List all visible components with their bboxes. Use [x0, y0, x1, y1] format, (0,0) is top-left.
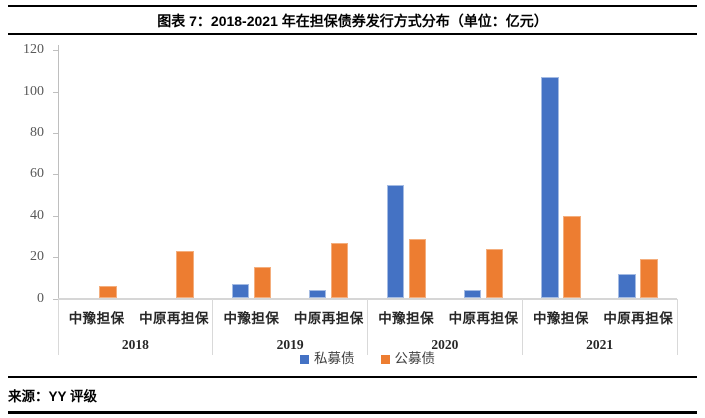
x-axis-year-label: 2020	[431, 337, 459, 352]
bar-私募债-2019-中原再担保	[308, 290, 327, 299]
chart-legend: 私募债 公募债	[58, 352, 677, 366]
x-axis-year-label: 2018	[121, 337, 149, 352]
title-underline	[8, 33, 697, 36]
bar-私募债-2019-中豫担保	[231, 284, 250, 299]
x-axis-year-label: 2019	[276, 337, 304, 352]
top-border-line	[8, 4, 697, 8]
bar-公募债-2021-中豫担保	[563, 215, 581, 299]
legend-label: 私募债	[314, 351, 355, 366]
y-axis-tick-mark	[53, 174, 58, 176]
legend-label: 公募债	[394, 351, 436, 366]
x-axis-category-label: 中豫担保	[223, 311, 280, 326]
source-label: 来源：YY 评级	[8, 389, 98, 404]
x-axis-category-label: 中豫担保	[532, 311, 589, 326]
bar-公募债-2021-中原再担保	[640, 259, 658, 299]
bottom-border-line	[8, 410, 697, 414]
bar-公募债-2020-中原再担保	[485, 248, 503, 299]
legend-swatch-icon	[300, 354, 309, 364]
bar-公募债-2019-中豫担保	[253, 267, 272, 299]
x-axis-category-label: 中原再担保	[139, 311, 210, 326]
bar-私募债-2020-中豫担保	[386, 184, 404, 299]
x-axis-category-label: 中原再担保	[448, 311, 519, 326]
y-axis-tick-label: 120	[23, 42, 44, 58]
bar-私募债-2021-中原再担保	[618, 273, 636, 299]
y-axis-tick-mark	[53, 50, 58, 52]
y-axis-tick-label: 100	[23, 83, 44, 99]
x-axis-year-label: 2021	[586, 337, 614, 352]
source-divider-line	[8, 376, 697, 378]
chart-title: 图表 7：2018-2021 年在担保债券发行方式分布（单位：亿元）	[157, 13, 548, 29]
bar-公募债-2020-中豫担保	[408, 238, 426, 299]
y-axis-tick-mark	[53, 91, 58, 93]
bar-公募债-2018-中豫担保	[99, 286, 117, 299]
category-group-divider	[212, 298, 214, 355]
category-group-divider	[57, 298, 59, 355]
legend-item-公募债: 公募债	[380, 351, 436, 366]
x-axis-category-label: 中原再担保	[603, 311, 674, 326]
bar-私募债-2021-中豫担保	[541, 77, 559, 299]
category-group-divider	[367, 298, 368, 355]
y-axis-tick-mark	[53, 215, 58, 217]
category-group-divider	[676, 298, 678, 355]
bar-公募债-2019-中原再担保	[330, 242, 349, 299]
y-axis-line	[57, 45, 59, 300]
y-axis-tick-label: 0	[37, 290, 44, 306]
bar-私募债-2020-中原再担保	[463, 290, 481, 299]
x-axis-category-label: 中豫担保	[378, 311, 435, 326]
y-axis-tick-label: 60	[30, 166, 44, 182]
legend-item-私募债: 私募债	[300, 352, 355, 366]
x-axis-category-label: 中豫担保	[68, 311, 125, 326]
legend-swatch-icon	[380, 354, 390, 364]
y-axis-tick-mark	[53, 257, 58, 259]
y-axis-tick-label: 20	[30, 249, 44, 265]
category-group-divider	[521, 298, 523, 355]
x-axis-category-label: 中原再担保	[293, 311, 364, 326]
y-axis-tick-label: 80	[30, 125, 44, 141]
bar-公募债-2018-中原再担保	[176, 250, 194, 299]
y-axis-tick-mark	[53, 133, 58, 135]
y-axis-tick-mark	[53, 298, 58, 300]
y-axis-tick-label: 40	[30, 207, 44, 223]
